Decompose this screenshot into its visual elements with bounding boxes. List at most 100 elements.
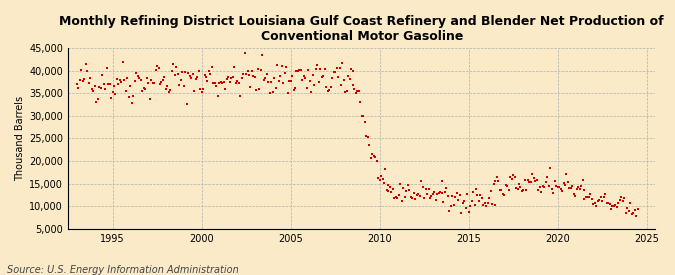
Point — [408, 190, 419, 195]
Point — [85, 76, 96, 80]
Point — [437, 191, 448, 195]
Point — [587, 196, 597, 201]
Point — [433, 191, 444, 195]
Point — [483, 200, 493, 205]
Point — [598, 194, 609, 199]
Point — [178, 83, 189, 88]
Point — [431, 198, 441, 202]
Point — [364, 142, 375, 147]
Point — [307, 72, 318, 77]
Point — [119, 77, 130, 82]
Point — [322, 89, 333, 93]
Point — [205, 72, 216, 76]
Point — [104, 82, 115, 87]
Point — [235, 94, 246, 98]
Point — [78, 79, 88, 84]
Point — [374, 177, 385, 182]
Point — [103, 82, 113, 86]
Point — [487, 202, 497, 206]
Point — [97, 73, 107, 77]
Point — [335, 82, 346, 87]
Point — [624, 209, 634, 213]
Point — [148, 81, 159, 85]
Point — [376, 173, 387, 178]
Point — [266, 79, 277, 84]
Point — [603, 201, 614, 205]
Point — [520, 178, 531, 183]
Point — [328, 70, 339, 75]
Point — [135, 78, 146, 82]
Point — [187, 72, 198, 76]
Point — [588, 201, 599, 206]
Point — [275, 73, 286, 78]
Point — [438, 200, 449, 204]
Point — [229, 65, 240, 70]
Point — [219, 79, 230, 84]
Point — [591, 204, 601, 208]
Point — [329, 70, 340, 75]
Point — [572, 187, 583, 191]
Point — [192, 75, 202, 79]
Point — [137, 89, 148, 94]
Point — [150, 68, 161, 72]
Point — [184, 74, 195, 79]
Point — [152, 64, 163, 68]
Point — [340, 89, 351, 94]
Point — [224, 79, 235, 84]
Point — [182, 102, 192, 106]
Point — [215, 80, 226, 85]
Point — [412, 192, 423, 196]
Point — [94, 84, 105, 89]
Point — [489, 182, 500, 186]
Point — [255, 68, 266, 72]
Point — [88, 88, 99, 93]
Point — [343, 74, 354, 78]
Point — [325, 84, 336, 89]
Point — [401, 189, 412, 193]
Point — [560, 183, 570, 188]
Point — [564, 186, 575, 191]
Point — [474, 199, 485, 203]
Point — [508, 173, 518, 177]
Point — [125, 84, 136, 88]
Point — [457, 200, 468, 205]
Point — [407, 196, 418, 200]
Point — [622, 205, 632, 210]
Point — [116, 79, 127, 84]
Point — [213, 94, 223, 99]
Point — [312, 63, 323, 67]
Point — [167, 68, 178, 73]
Point — [319, 67, 330, 72]
Point — [124, 95, 134, 99]
Point — [159, 75, 170, 79]
Point — [359, 120, 370, 124]
Point — [321, 85, 331, 89]
Point — [536, 190, 547, 195]
Point — [481, 204, 492, 208]
Point — [306, 90, 317, 94]
Point — [605, 207, 616, 211]
Point — [504, 188, 514, 192]
Point — [620, 210, 631, 215]
Point — [607, 204, 618, 209]
Point — [128, 94, 138, 98]
Point — [370, 155, 381, 160]
Point — [156, 80, 167, 85]
Point — [452, 191, 462, 195]
Point — [313, 80, 324, 84]
Point — [110, 92, 121, 96]
Point — [230, 81, 241, 85]
Point — [120, 89, 131, 93]
Point — [414, 193, 425, 198]
Point — [629, 208, 640, 213]
Point — [552, 185, 563, 189]
Point — [309, 83, 320, 87]
Point — [333, 75, 344, 79]
Point — [509, 175, 520, 179]
Point — [251, 87, 262, 92]
Point — [442, 194, 453, 198]
Point — [190, 77, 201, 81]
Point — [405, 195, 416, 200]
Point — [122, 76, 133, 80]
Point — [390, 195, 401, 199]
